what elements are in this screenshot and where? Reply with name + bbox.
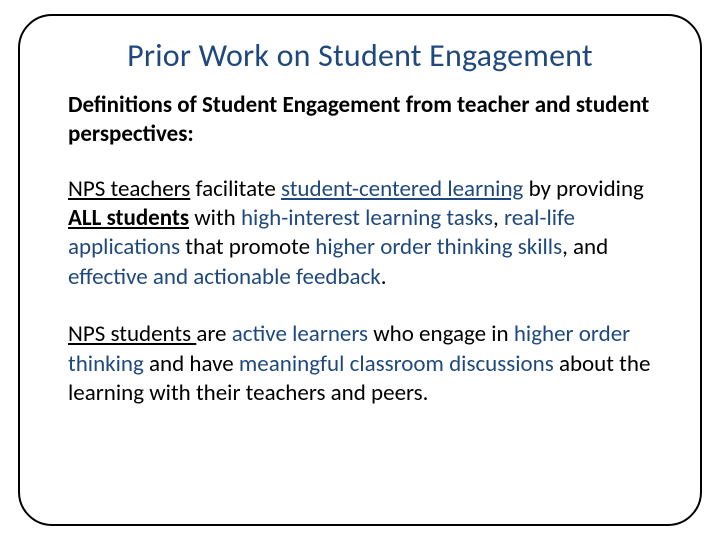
slide: Prior Work on Student Engagement Definit… [0, 0, 720, 540]
text-segment: . [381, 263, 387, 291]
text-segment: are [196, 320, 231, 348]
paragraph-teachers: NPS teachers facilitate student-centered… [68, 175, 652, 293]
slide-title: Prior Work on Student Engagement [68, 36, 652, 75]
text-segment: facilitate [190, 175, 281, 203]
text-segment: with [189, 204, 241, 232]
text-segment: by providing [523, 175, 643, 203]
text-segment: meaningful classroom discussions [239, 350, 554, 378]
subheading: Definitions of Student Engagement from t… [68, 91, 652, 149]
text-segment: , and [562, 233, 608, 261]
text-segment: who engage in [368, 320, 514, 348]
text-segment: and have [149, 350, 239, 378]
text-segment: that promote [180, 233, 315, 261]
text-segment: NPS students [68, 320, 196, 348]
text-segment: higher order thinking skills [315, 233, 562, 261]
text-segment: ALL students [68, 204, 189, 232]
text-segment: student-centered learning [281, 175, 523, 203]
paragraph-students: NPS students are active learners who eng… [68, 320, 652, 408]
text-segment: effective and actionable feedback [68, 263, 381, 291]
text-segment: , [493, 204, 504, 232]
text-segment: active learners [232, 320, 368, 348]
text-segment: high-interest learning tasks [241, 204, 493, 232]
text-segment: NPS teachers [68, 175, 190, 203]
slide-frame: Prior Work on Student Engagement Definit… [18, 14, 702, 526]
